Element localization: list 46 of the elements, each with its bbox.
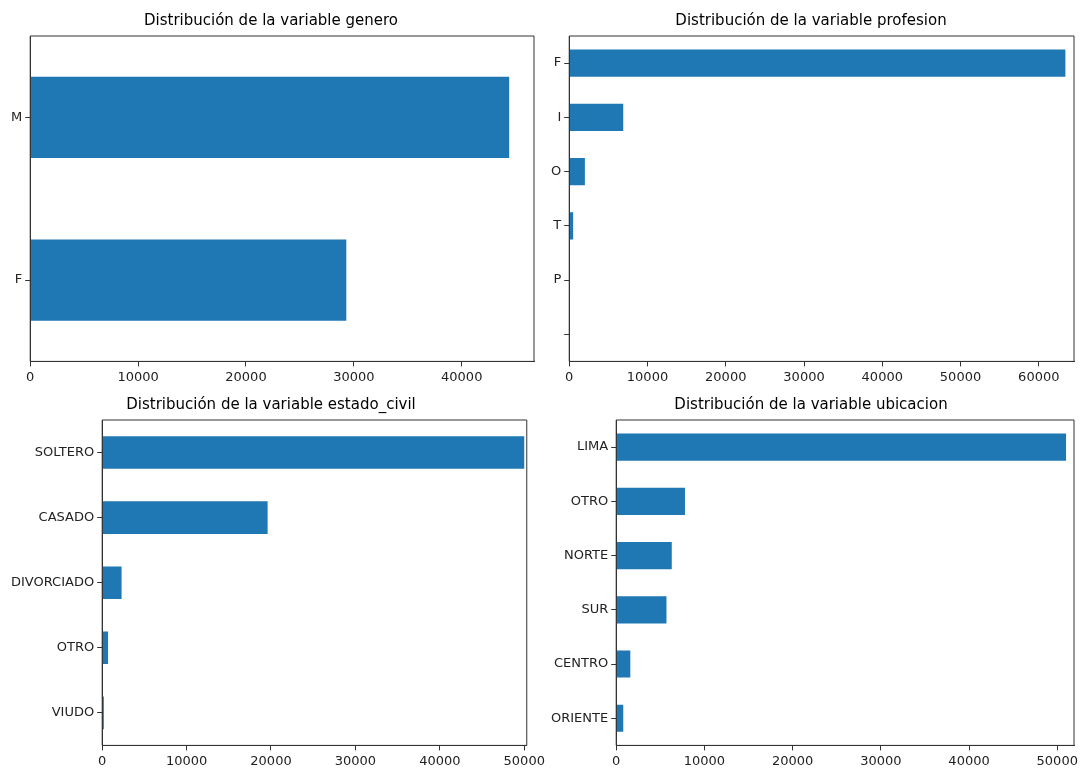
x-tick-label: 50000 (939, 368, 982, 384)
y-tick-label: OTRO (570, 492, 609, 508)
y-tick-label: CENTRO (553, 655, 609, 671)
x-tick-label: 20000 (705, 368, 747, 384)
x-tick-label: 60000 (1018, 368, 1060, 384)
y-tick-label: CASADO (38, 508, 95, 524)
x-tick-label: 0 (26, 368, 35, 384)
y-tick-label: M (11, 108, 23, 124)
y-tick-label: T (552, 217, 562, 233)
y-tick-label: LIMA (577, 438, 609, 454)
x-tick-label: 50000 (1036, 752, 1078, 768)
y-tick-label: NORTE (563, 546, 609, 562)
x-tick-label: 10000 (683, 752, 726, 768)
x-tick-label: 30000 (783, 368, 825, 384)
chart-title: Distribución de la variable estado_civil (126, 394, 416, 414)
y-tick-label: OTRO (56, 639, 95, 655)
x-tick-label: 10000 (626, 368, 669, 384)
x-tick-label: 30000 (860, 752, 902, 768)
chart-title: Distribución de la variable ubicacion (674, 394, 948, 413)
y-tick-label: F (14, 271, 23, 287)
x-tick-label: 0 (98, 752, 107, 768)
x-tick-label: 40000 (441, 368, 483, 384)
chart-title: Distribución de la variable genero (143, 10, 399, 29)
x-tick-label: 30000 (334, 752, 377, 768)
x-tick-label: 20000 (771, 752, 814, 768)
y-tick-label: SUR (581, 601, 609, 617)
y-tick-label: DIVORCIADO (10, 574, 95, 590)
x-tick-label: 10000 (165, 752, 208, 768)
x-tick-label: 40000 (861, 368, 903, 384)
x-tick-label: 10000 (117, 368, 159, 384)
x-tick-label: 40000 (948, 752, 990, 768)
y-tick-label: P (553, 271, 562, 287)
x-tick-label: 0 (612, 752, 621, 768)
chart-title: Distribución de la variable profesion (675, 10, 947, 29)
x-tick-label: 50000 (503, 752, 545, 768)
y-tick-label: O (551, 162, 562, 178)
x-tick-label: 40000 (419, 752, 461, 768)
y-tick-label: ORIENTE (550, 709, 609, 725)
x-tick-label: 0 (565, 368, 574, 384)
y-tick-label: SOLTERO (34, 443, 95, 459)
y-tick-label: I (557, 108, 562, 124)
y-tick-label: VIUDO (51, 704, 95, 720)
x-tick-label: 20000 (225, 368, 267, 384)
x-tick-label: 20000 (250, 752, 292, 768)
x-tick-label: 30000 (333, 368, 375, 384)
y-tick-label: F (553, 54, 562, 70)
